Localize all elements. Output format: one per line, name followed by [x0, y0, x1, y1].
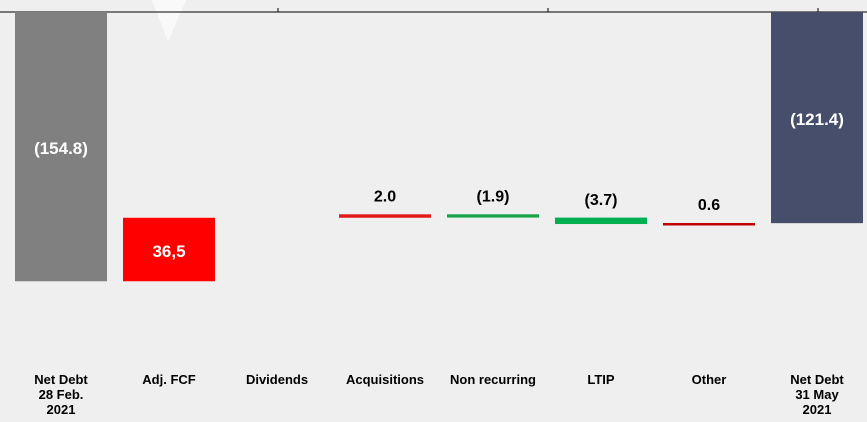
value-label: 2.0: [374, 189, 396, 206]
bar: [339, 214, 431, 218]
bar: [447, 214, 539, 218]
x-tick-label: Net Debt 28 Feb. 2021: [34, 372, 88, 417]
value-label: (1.9): [477, 189, 510, 206]
x-tick-label: Adj. FCF: [142, 372, 196, 387]
decoration: [152, 0, 186, 42]
value-label: (3.7): [585, 192, 618, 209]
x-tick-label: Dividends: [245, 372, 309, 387]
x-tick-label: Other: [691, 372, 727, 387]
bar: [663, 222, 755, 226]
bar: [555, 217, 647, 225]
value-label: (154.8): [34, 139, 88, 158]
x-tick-label: LTIP: [587, 372, 615, 387]
bar: [15, 12, 107, 282]
x-tick-label: Acquisitions: [345, 372, 424, 387]
value-label: 0.6: [698, 197, 720, 214]
value-label: 36,5: [152, 242, 185, 261]
bar: [123, 217, 215, 282]
x-tick-label: Non recurring: [450, 372, 536, 387]
bar: [771, 12, 863, 224]
value-label: (121.4): [790, 110, 844, 129]
x-tick-label: Net Debt 31 May 2021: [790, 372, 844, 417]
